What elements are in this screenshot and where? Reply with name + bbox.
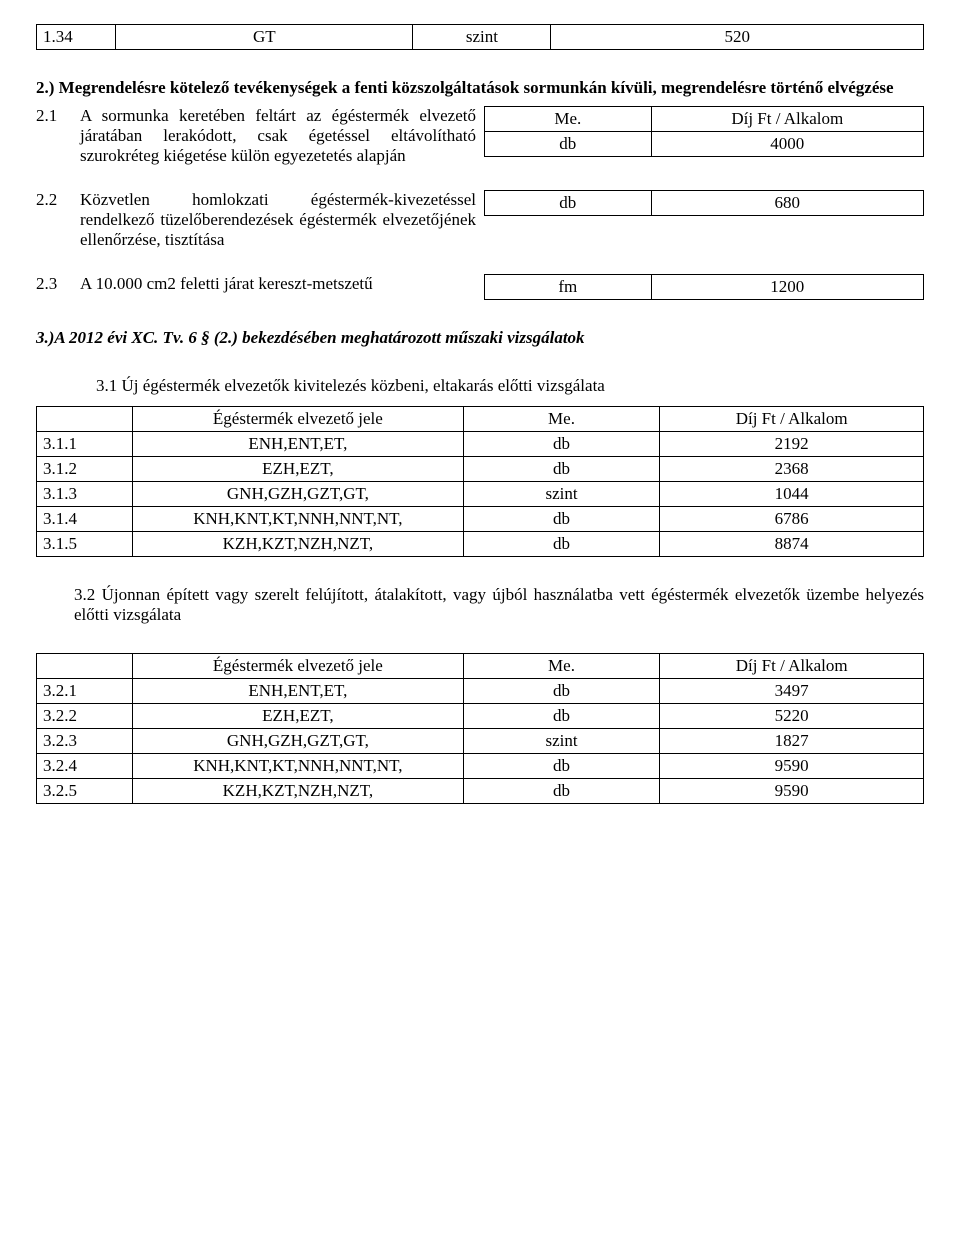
- row-2-3: 2.3 A 10.000 cm2 feletti járat kereszt-m…: [36, 274, 924, 300]
- top-table: 1.34 GT szint 520: [36, 24, 924, 50]
- row-2-1-dij-header: Díj Ft / Alkalom: [651, 107, 923, 132]
- row-2-1-num: 2.1: [36, 106, 80, 126]
- row-2-3-box: fm 1200: [484, 274, 924, 300]
- table-row: 3.1.4 KNH,KNT,KT,NNH,NNT,NT, db 6786: [37, 507, 924, 532]
- row-2-1-text: A sormunka keretében feltárt az égésterm…: [80, 106, 484, 166]
- table-row: 3.1.1 ENH,ENT,ET, db 2192: [37, 432, 924, 457]
- table-row: 3.1.3 GNH,GZH,GZT,GT, szint 1044: [37, 482, 924, 507]
- row-2-1-unit: db: [484, 132, 651, 157]
- row-2-2-price: 680: [651, 191, 923, 216]
- row-2-3-num: 2.3: [36, 274, 80, 294]
- t31-h2: Me.: [463, 407, 660, 432]
- row-2-1-box: Me. Díj Ft / Alkalom db 4000: [484, 106, 924, 157]
- table-row: 3.1.5 KZH,KZT,NZH,NZT, db 8874: [37, 532, 924, 557]
- row-2-1: 2.1 A sormunka keretében feltárt az égés…: [36, 106, 924, 166]
- row-2-3-unit: fm: [484, 275, 651, 300]
- row-2-2-text: Közvetlen homlokzati égéstermék-kivezeté…: [80, 190, 484, 250]
- section2-title: 2.) Megrendelésre kötelező tevékenységek…: [36, 78, 924, 98]
- table-3-1: Égéstermék elvezető jele Me. Díj Ft / Al…: [36, 406, 924, 557]
- table-row: 3.2.1 ENH,ENT,ET, db 3497: [37, 679, 924, 704]
- top-code: 1.34: [37, 25, 116, 50]
- t32-h3: Díj Ft / Alkalom: [660, 654, 924, 679]
- row-2-3-price: 1200: [651, 275, 923, 300]
- table-row: 3.1.2 EZH,EZT, db 2368: [37, 457, 924, 482]
- row-2-2-box: db 680: [484, 190, 924, 216]
- table-row: 3.2.2 EZH,EZT, db 5220: [37, 704, 924, 729]
- table-row: 3.2.3 GNH,GZH,GZT,GT, szint 1827: [37, 729, 924, 754]
- top-type: GT: [116, 25, 413, 50]
- top-price: 520: [551, 25, 924, 50]
- row-2-3-text: A 10.000 cm2 feletti járat kereszt-metsz…: [80, 274, 484, 294]
- t31-h1: Égéstermék elvezető jele: [133, 407, 464, 432]
- top-unit: szint: [413, 25, 551, 50]
- table-row: 3.2.4 KNH,KNT,KT,NNH,NNT,NT, db 9590: [37, 754, 924, 779]
- section3-title: 3.)A 2012 évi XC. Tv. 6 § (2.) bekezdésé…: [36, 328, 585, 347]
- section31-title: 3.1 Új égéstermék elvezetők kivitelezés …: [96, 376, 924, 396]
- table-3-2: Égéstermék elvezető jele Me. Díj Ft / Al…: [36, 653, 924, 804]
- t31-h0: [37, 407, 133, 432]
- row-2-2-num: 2.2: [36, 190, 80, 210]
- table-row: 3.2.5 KZH,KZT,NZH,NZT, db 9590: [37, 779, 924, 804]
- t32-h0: [37, 654, 133, 679]
- row-2-1-price: 4000: [651, 132, 923, 157]
- t32-h1: Égéstermék elvezető jele: [133, 654, 464, 679]
- t32-h2: Me.: [463, 654, 660, 679]
- row-2-1-me-header: Me.: [484, 107, 651, 132]
- section32-title: 3.2 Újonnan épített vagy szerelt felújít…: [74, 585, 924, 625]
- row-2-2-unit: db: [484, 191, 651, 216]
- row-2-2: 2.2 Közvetlen homlokzati égéstermék-kive…: [36, 190, 924, 250]
- t31-h3: Díj Ft / Alkalom: [660, 407, 924, 432]
